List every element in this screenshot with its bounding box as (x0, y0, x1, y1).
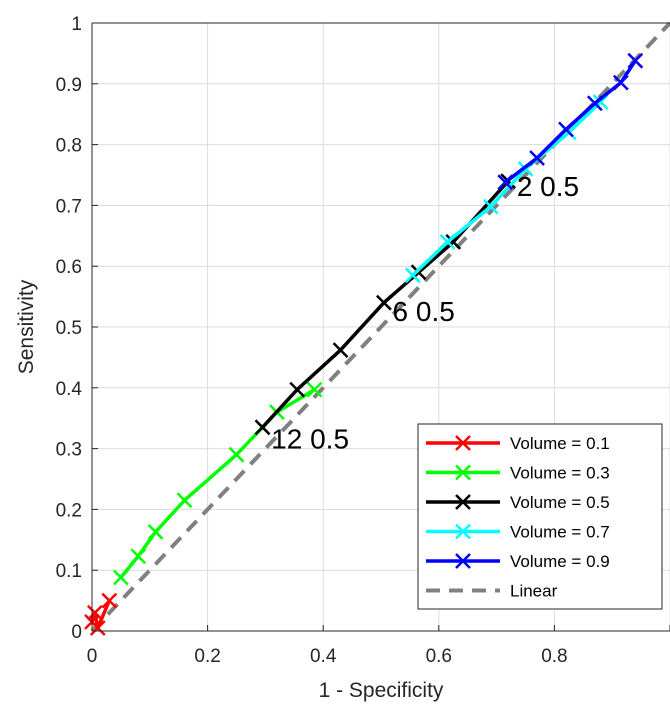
legend-marker-volume-0-3 (455, 464, 471, 481)
y-tick-label: 0.4 (56, 379, 83, 400)
series-point-volume-0-5 (376, 294, 392, 311)
legend-marker-volume-0-5 (455, 494, 471, 510)
legend-label-linear: Linear (510, 582, 558, 601)
y-tick-label: 0.9 (56, 75, 82, 96)
series-point-volume-0-7 (592, 94, 609, 110)
series-point-volume-0-7 (404, 267, 421, 284)
series-point-volume-0-3 (228, 446, 245, 463)
data-annotation: 2 0.5 (517, 171, 579, 202)
y-tick-label: 0.3 (56, 440, 82, 461)
series-point-volume-0-7 (439, 233, 456, 250)
y-tick-label: 1 (71, 14, 82, 35)
series-point-volume-0-5 (254, 419, 271, 436)
series-point-volume-0-3 (147, 524, 164, 540)
series-point-volume-0-9 (529, 150, 545, 166)
series-line-volume-0-1 (90, 599, 111, 630)
series-point-volume-0-3 (113, 569, 129, 586)
series-point-volume-0-1 (87, 604, 103, 621)
legend-box (417, 423, 663, 610)
y-axis-label: Sensitivity (15, 279, 38, 374)
y-tick-label: 0.5 (56, 318, 82, 339)
series-point-volume-0-9 (612, 74, 629, 91)
y-tick-label: 0.2 (56, 500, 82, 521)
x-axis-label: 1 - Specificity (319, 679, 444, 702)
series-point-volume-0-9 (586, 95, 603, 112)
series-point-volume-0-5 (332, 342, 349, 358)
y-tick-label: 0.1 (56, 561, 82, 582)
y-tick-label: 0.6 (56, 257, 82, 278)
legend-label-volume-0-7: Volume = 0.7 (510, 523, 610, 542)
legend-label-volume-0-1: Volume = 0.1 (510, 434, 610, 453)
series-point-volume-0-1 (89, 620, 106, 636)
data-annotation: 6 0.5 (393, 296, 455, 327)
series-point-volume-0-9 (497, 174, 514, 191)
series-point-volume-0-5 (289, 381, 306, 398)
legend: Volume = 0.1 Volume = 0.3 Volume = 0.5 Volu… (417, 423, 663, 610)
series-layer (84, 52, 644, 636)
series-point-volume-0-7 (482, 198, 499, 215)
annotation-layer: 12 0.5 6 0.5 2 0.5 (271, 171, 579, 454)
data-annotation: 12 0.5 (271, 423, 349, 454)
y-tick-label: 0 (71, 622, 82, 643)
series-point-volume-0-9 (627, 52, 644, 69)
y-tick-label: 0.8 (56, 136, 82, 157)
series-point-volume-0-9 (558, 121, 574, 138)
series-point-volume-0-3 (176, 492, 193, 509)
x-tick-label: 0.8 (541, 646, 567, 667)
x-tick-label: 0 (87, 646, 98, 667)
legend-label-volume-0-9: Volume = 0.9 (510, 552, 610, 571)
x-tick-label: 0.4 (310, 646, 337, 667)
y-tick-label: 0.7 (56, 196, 82, 217)
legend-label-volume-0-3: Volume = 0.3 (510, 464, 610, 483)
legend-marker-volume-0-9 (455, 553, 471, 569)
series-point-volume-0-3 (130, 548, 147, 565)
legend-marker-volume-0-7 (455, 523, 471, 540)
legend-marker-volume-0-1 (455, 435, 471, 451)
x-tick-label: 0.2 (194, 646, 220, 667)
x-tick-label: 0.6 (426, 646, 452, 667)
ticks: 0 0.2 0.4 0.6 0.8 1 0 0.1 0.2 0.3 0.4 0.5 0.6 0.7 0.8 0… (56, 14, 670, 667)
series-point-volume-0-3 (306, 381, 323, 398)
legend-label-volume-0-5: Volume = 0.5 (510, 493, 610, 512)
series-point-volume-0-5 (445, 233, 462, 250)
series-point-volume-0-1 (101, 592, 118, 609)
